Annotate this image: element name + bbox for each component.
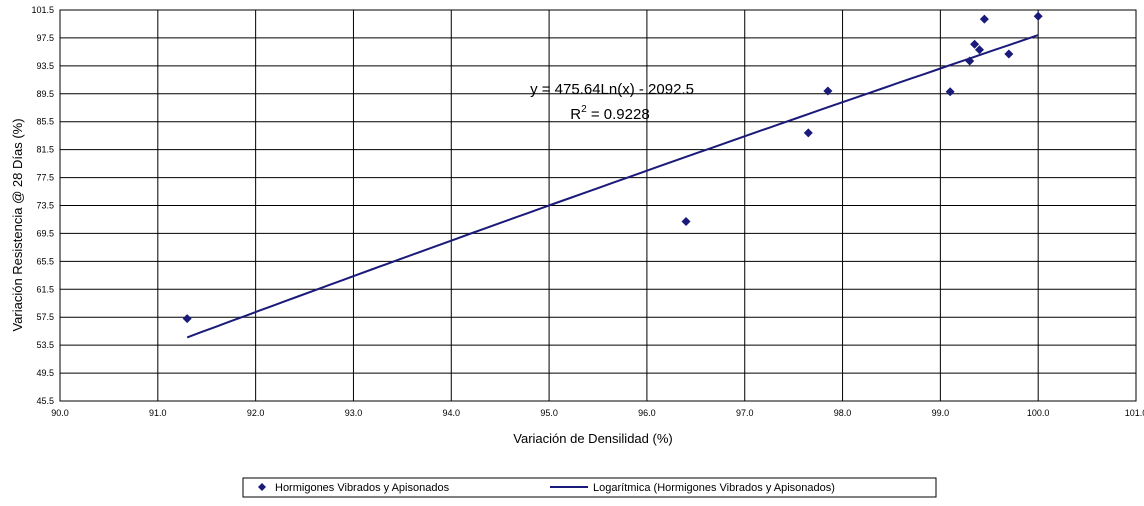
trendline (186, 34, 1039, 339)
y-tick-label: 73.5 (36, 201, 54, 211)
trendline-equation: y = 475.64Ln(x) - 2092.5 (530, 81, 694, 98)
y-tick-label: 57.5 (36, 312, 54, 322)
x-tick-label: 99.0 (932, 408, 950, 418)
data-point (803, 128, 813, 138)
legend-marker-scatter (258, 483, 266, 491)
r-squared-label: R2 = 0.9228 (570, 104, 649, 123)
y-tick-label: 97.5 (36, 33, 54, 43)
data-point (182, 314, 192, 324)
r-squared-value: = 0.9228 (587, 106, 650, 123)
y-tick-label: 89.5 (36, 89, 54, 99)
legend-label-scatter: Hormigones Vibrados y Apisonados (275, 482, 450, 494)
y-tick-label: 49.5 (36, 368, 54, 378)
legend-box (242, 477, 937, 498)
y-axis-title: Variación Resistencia @ 28 Días (%) (10, 118, 25, 331)
y-tick-label: 61.5 (36, 284, 54, 294)
legend: Hormigones Vibrados y Apisonados Logarít… (242, 477, 937, 498)
data-point (1004, 49, 1014, 59)
data-point (823, 86, 833, 96)
data-point (1033, 11, 1043, 21)
y-tick-label: 65.5 (36, 256, 54, 266)
x-tick-label: 94.0 (443, 408, 461, 418)
y-tick-label: 101.5 (31, 5, 54, 15)
x-tick-label: 97.0 (736, 408, 754, 418)
legend-label-trendline: Logarítmica (Hormigones Vibrados y Apiso… (593, 482, 835, 494)
x-tick-label: 98.0 (834, 408, 852, 418)
x-tick-label: 93.0 (345, 408, 363, 418)
x-tick-label: 96.0 (638, 408, 656, 418)
r-squared-superscript: 2 (581, 104, 587, 115)
x-tick-label: 91.0 (149, 408, 167, 418)
x-tick-labels: 90.0 91.0 92.0 93.0 94.0 95.0 96.0 97.0 98.0 99.0… (51, 408, 1144, 418)
x-tick-label: 90.0 (51, 408, 69, 418)
y-tick-label: 69.5 (36, 228, 54, 238)
y-tick-label: 77.5 (36, 173, 54, 183)
data-point (945, 87, 955, 97)
r-squared-prefix: R (570, 106, 581, 123)
x-axis-title: Variación de Densilidad (%) (513, 431, 672, 446)
y-tick-label: 53.5 (36, 340, 54, 350)
x-tick-label: 92.0 (247, 408, 265, 418)
y-tick-label: 93.5 (36, 61, 54, 71)
y-tick-label: 45.5 (36, 396, 54, 406)
plot-frame (59, 9, 1137, 402)
y-tick-labels: 101.5 97.5 93.5 89.5 85.5 81.5 77.5 73.5 69.5 65.… (31, 5, 54, 406)
x-tick-label: 95.0 (540, 408, 558, 418)
series-layer (182, 11, 1043, 339)
data-point (681, 217, 691, 227)
data-point (974, 45, 984, 55)
x-tick-label: 100.0 (1027, 408, 1050, 418)
data-point (970, 39, 980, 49)
x-tick-label: 101.0 (1125, 408, 1144, 418)
data-point (979, 14, 989, 24)
y-tick-label: 85.5 (36, 117, 54, 127)
y-tick-label: 81.5 (36, 145, 54, 155)
